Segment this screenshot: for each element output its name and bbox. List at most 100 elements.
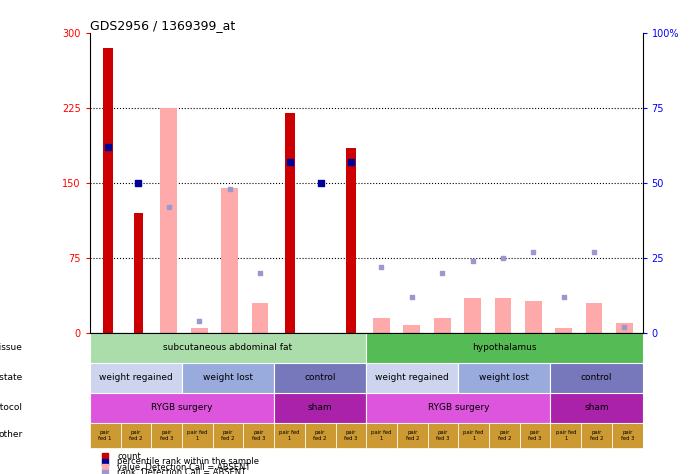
Text: weight regained: weight regained [375, 374, 449, 383]
Bar [243, 423, 274, 448]
Text: tissue: tissue [0, 344, 22, 353]
Bar [160, 108, 177, 333]
Bar [336, 423, 366, 448]
Bar [346, 148, 356, 333]
Bar [305, 423, 336, 448]
Point [437, 269, 448, 277]
Text: pair
fed 3: pair fed 3 [621, 430, 634, 441]
Text: pair
fed 3: pair fed 3 [252, 430, 265, 441]
Bar [616, 323, 633, 333]
Text: subcutaneous abdominal fat: subcutaneous abdominal fat [164, 344, 292, 353]
Point [589, 248, 600, 256]
Bar [551, 393, 643, 423]
Bar [366, 423, 397, 448]
Text: pair
fed 2: pair fed 2 [406, 430, 419, 441]
Text: pair
fed 3: pair fed 3 [344, 430, 357, 441]
Bar [252, 303, 268, 333]
Point [619, 323, 630, 331]
Text: GDS2956 / 1369399_at: GDS2956 / 1369399_at [90, 19, 235, 32]
Bar [373, 318, 390, 333]
Point [346, 158, 357, 166]
Bar [274, 393, 366, 423]
Point [163, 203, 174, 211]
Bar [612, 423, 643, 448]
Bar [551, 363, 643, 393]
Bar [366, 393, 551, 423]
Text: pair
fed 3: pair fed 3 [436, 430, 450, 441]
Text: pair
fed 2: pair fed 2 [498, 430, 511, 441]
Bar [191, 328, 207, 333]
Point [558, 293, 569, 301]
Bar [274, 363, 366, 393]
Bar [586, 303, 603, 333]
Bar [213, 423, 243, 448]
Point [102, 143, 113, 151]
Text: other: other [0, 430, 22, 439]
Point [254, 269, 265, 277]
Bar [182, 423, 213, 448]
Point [528, 248, 539, 256]
Point [133, 179, 144, 187]
Text: count: count [117, 452, 141, 461]
Point [376, 263, 387, 271]
Bar [520, 423, 551, 448]
Text: control: control [305, 374, 336, 383]
Text: pair fed
1: pair fed 1 [556, 430, 576, 441]
Text: weight lost: weight lost [203, 374, 253, 383]
Text: weight regained: weight regained [99, 374, 173, 383]
Text: RYGB surgery: RYGB surgery [428, 403, 489, 412]
Bar [221, 188, 238, 333]
Point [224, 185, 235, 193]
Bar [551, 423, 581, 448]
Text: control: control [581, 374, 612, 383]
Bar [103, 48, 113, 333]
Bar [556, 328, 572, 333]
Bar [90, 423, 120, 448]
Bar [182, 363, 274, 393]
Text: disease state: disease state [0, 374, 22, 383]
Text: sham: sham [585, 403, 609, 412]
Text: pair
fed 1: pair fed 1 [98, 430, 112, 441]
Text: pair
fed 2: pair fed 2 [129, 430, 142, 441]
Text: rank, Detection Call = ABSENT: rank, Detection Call = ABSENT [117, 468, 247, 474]
Bar [90, 333, 366, 363]
Bar [428, 423, 458, 448]
Text: pair fed
1: pair fed 1 [371, 430, 392, 441]
Bar [90, 363, 182, 393]
Text: pair
fed 2: pair fed 2 [221, 430, 235, 441]
Point [285, 158, 296, 166]
Text: pair fed
1: pair fed 1 [279, 430, 300, 441]
Bar [366, 333, 643, 363]
Bar [525, 301, 542, 333]
Text: value, Detection Call = ABSENT: value, Detection Call = ABSENT [117, 463, 251, 472]
Point [467, 257, 478, 265]
Text: pair fed
1: pair fed 1 [187, 430, 207, 441]
Point [193, 317, 205, 325]
Text: protocol: protocol [0, 403, 22, 412]
Text: pair
fed 2: pair fed 2 [590, 430, 603, 441]
Text: RYGB surgery: RYGB surgery [151, 403, 213, 412]
Bar [133, 213, 143, 333]
Text: pair
fed 3: pair fed 3 [160, 430, 173, 441]
Bar [285, 113, 295, 333]
Text: weight lost: weight lost [480, 374, 529, 383]
Bar [581, 423, 612, 448]
Text: percentile rank within the sample: percentile rank within the sample [117, 457, 259, 466]
Bar [458, 423, 489, 448]
Text: pair fed
1: pair fed 1 [464, 430, 484, 441]
Text: pair
fed 3: pair fed 3 [529, 430, 542, 441]
Bar [458, 363, 551, 393]
Bar [489, 423, 520, 448]
Bar [404, 325, 420, 333]
Bar [434, 318, 451, 333]
Point [498, 254, 509, 262]
Bar [366, 363, 458, 393]
Text: pair
fed 2: pair fed 2 [314, 430, 327, 441]
Point [406, 293, 417, 301]
Bar [274, 423, 305, 448]
Point [315, 179, 326, 187]
Bar [495, 298, 511, 333]
Text: sham: sham [308, 403, 332, 412]
Bar [90, 393, 274, 423]
Text: hypothalamus: hypothalamus [472, 344, 537, 353]
